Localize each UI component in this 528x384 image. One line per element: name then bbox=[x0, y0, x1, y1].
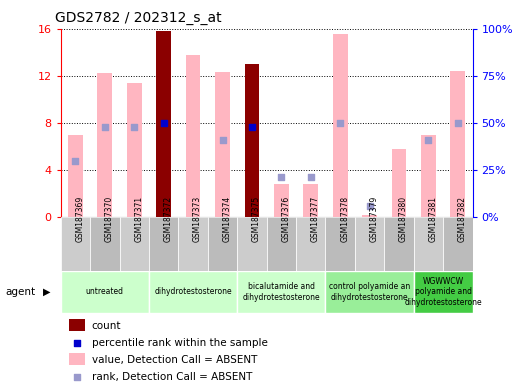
Bar bbox=[325, 271, 414, 313]
Bar bbox=[127, 83, 142, 217]
Bar bbox=[414, 217, 443, 271]
Text: GSM187382: GSM187382 bbox=[458, 195, 467, 242]
Point bbox=[277, 174, 286, 180]
Text: ▶: ▶ bbox=[43, 287, 51, 297]
Text: GSM187375: GSM187375 bbox=[252, 195, 261, 242]
Bar bbox=[355, 217, 384, 271]
Bar bbox=[362, 215, 377, 217]
Text: GSM187369: GSM187369 bbox=[76, 195, 84, 242]
Text: GSM187378: GSM187378 bbox=[340, 195, 349, 242]
Text: GSM187377: GSM187377 bbox=[311, 195, 320, 242]
Text: untreated: untreated bbox=[86, 287, 124, 296]
Text: GSM187371: GSM187371 bbox=[134, 195, 143, 242]
Point bbox=[159, 120, 168, 126]
Point bbox=[72, 340, 81, 346]
Point bbox=[248, 124, 256, 130]
Bar bbox=[119, 217, 149, 271]
Text: WGWWCW
polyamide and
dihydrotestosterone: WGWWCW polyamide and dihydrotestosterone bbox=[404, 277, 482, 307]
Bar bbox=[186, 55, 201, 217]
Bar bbox=[149, 217, 178, 271]
Text: GSM187374: GSM187374 bbox=[222, 195, 231, 242]
Bar bbox=[178, 217, 208, 271]
Text: rank, Detection Call = ABSENT: rank, Detection Call = ABSENT bbox=[92, 372, 252, 382]
Text: GSM187381: GSM187381 bbox=[428, 195, 437, 242]
Text: GSM187380: GSM187380 bbox=[399, 195, 408, 242]
Bar bbox=[244, 64, 259, 217]
Point bbox=[101, 124, 109, 130]
Text: GSM187376: GSM187376 bbox=[281, 195, 290, 242]
Text: value, Detection Call = ABSENT: value, Detection Call = ABSENT bbox=[92, 355, 257, 365]
Bar bbox=[296, 217, 325, 271]
Bar bbox=[149, 271, 237, 313]
Text: count: count bbox=[92, 321, 121, 331]
Text: dihydrotestosterone: dihydrotestosterone bbox=[154, 287, 232, 296]
Text: GDS2782 / 202312_s_at: GDS2782 / 202312_s_at bbox=[55, 11, 222, 25]
Bar bbox=[237, 217, 267, 271]
Bar bbox=[450, 71, 465, 217]
Bar bbox=[267, 217, 296, 271]
Bar bbox=[61, 271, 149, 313]
Bar bbox=[98, 73, 112, 217]
Text: percentile rank within the sample: percentile rank within the sample bbox=[92, 338, 268, 348]
Bar bbox=[215, 72, 230, 217]
Bar bbox=[443, 217, 473, 271]
Point bbox=[72, 374, 81, 380]
Bar bbox=[414, 271, 473, 313]
Bar bbox=[69, 353, 84, 365]
Bar bbox=[90, 217, 119, 271]
Text: GSM187370: GSM187370 bbox=[105, 195, 114, 242]
Text: GSM187372: GSM187372 bbox=[164, 195, 173, 242]
Bar bbox=[392, 149, 407, 217]
Point bbox=[130, 124, 138, 130]
Bar bbox=[304, 184, 318, 217]
Text: GSM187373: GSM187373 bbox=[193, 195, 202, 242]
Text: GSM187379: GSM187379 bbox=[370, 195, 379, 242]
Point bbox=[71, 157, 80, 164]
Bar bbox=[333, 33, 347, 217]
Bar bbox=[68, 135, 83, 217]
Bar bbox=[421, 135, 436, 217]
Text: control polyamide an
dihydrotestosterone: control polyamide an dihydrotestosterone bbox=[329, 282, 410, 301]
Point bbox=[454, 120, 462, 126]
Point bbox=[307, 174, 315, 180]
Bar bbox=[156, 31, 171, 217]
Bar bbox=[69, 319, 84, 331]
Bar bbox=[274, 184, 289, 217]
Bar bbox=[325, 217, 355, 271]
Text: agent: agent bbox=[5, 287, 35, 297]
Text: bicalutamide and
dihydrotestosterone: bicalutamide and dihydrotestosterone bbox=[242, 282, 320, 301]
Bar bbox=[237, 271, 325, 313]
Bar bbox=[208, 217, 237, 271]
Point bbox=[336, 120, 344, 126]
Point bbox=[424, 137, 432, 143]
Point bbox=[218, 137, 227, 143]
Bar bbox=[61, 217, 90, 271]
Point bbox=[365, 203, 374, 209]
Bar bbox=[384, 217, 414, 271]
